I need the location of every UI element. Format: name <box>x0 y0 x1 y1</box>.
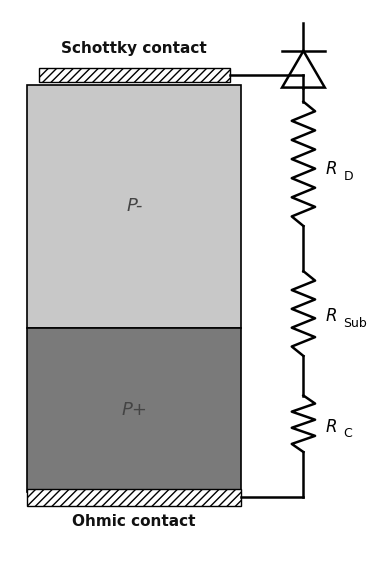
Text: Sub: Sub <box>343 316 367 330</box>
Polygon shape <box>282 51 325 88</box>
Text: P-: P- <box>126 197 142 215</box>
Text: Ohmic contact: Ohmic contact <box>72 514 196 529</box>
Bar <box>27 85 241 328</box>
Text: P+: P+ <box>121 401 147 419</box>
Text: $R$: $R$ <box>325 418 337 436</box>
Text: C: C <box>343 427 352 440</box>
Text: D: D <box>343 170 353 183</box>
Text: $R$: $R$ <box>325 160 337 179</box>
Bar <box>39 68 230 82</box>
Bar <box>27 328 241 492</box>
Text: Schottky contact: Schottky contact <box>61 41 207 56</box>
Text: $R$: $R$ <box>325 307 337 325</box>
Bar <box>27 489 241 506</box>
